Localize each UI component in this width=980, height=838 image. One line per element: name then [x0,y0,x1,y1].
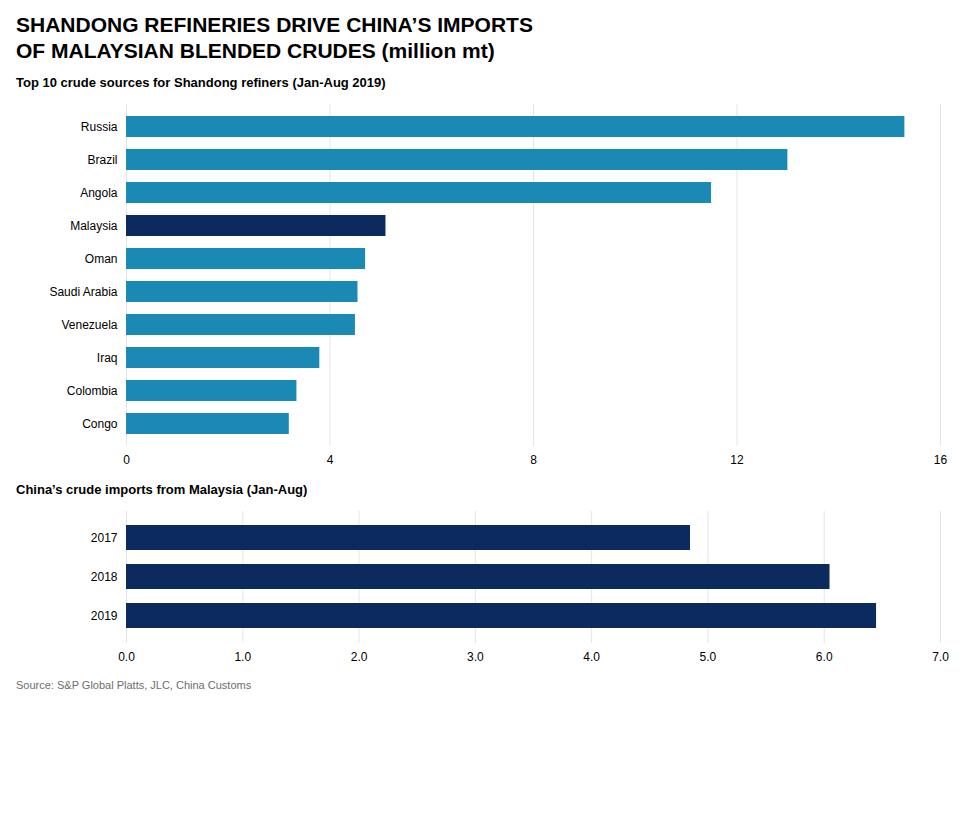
svg-text:0.0: 0.0 [118,650,135,664]
html-text:Source: S&P Global Platts, JLC: Source: S&P Global Platts, JLC, China Cu… [16,678,252,691]
svg-text:Iraq: Iraq [97,350,118,364]
svg-text:16: 16 [934,453,948,467]
svg-text:2017: 2017 [91,530,118,544]
html-text:SHANDONG REFINERIES DRIVE CHIN: SHANDONG REFINERIES DRIVE CHINA’S IMPORT… [16,13,533,36]
svg-text:4.0: 4.0 [583,650,600,664]
svg-text:12: 12 [730,453,744,467]
svg-text:Angola: Angola [80,185,118,199]
svg-text:4: 4 [327,453,334,467]
html-text:OF MALAYSIAN BLENDED CRUDES (m: OF MALAYSIAN BLENDED CRUDES (million mt) [16,39,495,63]
html-text:Top 10 crude sources for Shand: Top 10 crude sources for Shandong refine… [16,74,386,90]
svg-text:5.0: 5.0 [700,650,717,664]
svg-text:Congo: Congo [82,416,118,430]
svg-text:Venezuela: Venezuela [61,317,117,331]
svg-text:1.0: 1.0 [234,650,251,664]
svg-text:7.0: 7.0 [932,650,949,664]
svg-text:0: 0 [123,453,130,467]
svg-text:6.0: 6.0 [816,650,833,664]
svg-text:8: 8 [530,453,537,467]
svg-text:Colombia: Colombia [67,383,118,397]
html-text:China’s crude imports from Mal: China’s crude imports from Malaysia (Jan… [16,481,308,497]
svg-text:Malaysia: Malaysia [70,218,118,232]
svg-text:3.0: 3.0 [467,650,484,664]
svg-text:Brazil: Brazil [87,152,117,166]
svg-text:2019: 2019 [91,608,118,622]
svg-text:2018: 2018 [91,569,118,583]
svg-text:Russia: Russia [81,119,118,133]
svg-text:2.0: 2.0 [351,650,368,664]
svg-text:Oman: Oman [85,251,118,265]
svg-text:Saudi Arabia: Saudi Arabia [49,284,117,298]
